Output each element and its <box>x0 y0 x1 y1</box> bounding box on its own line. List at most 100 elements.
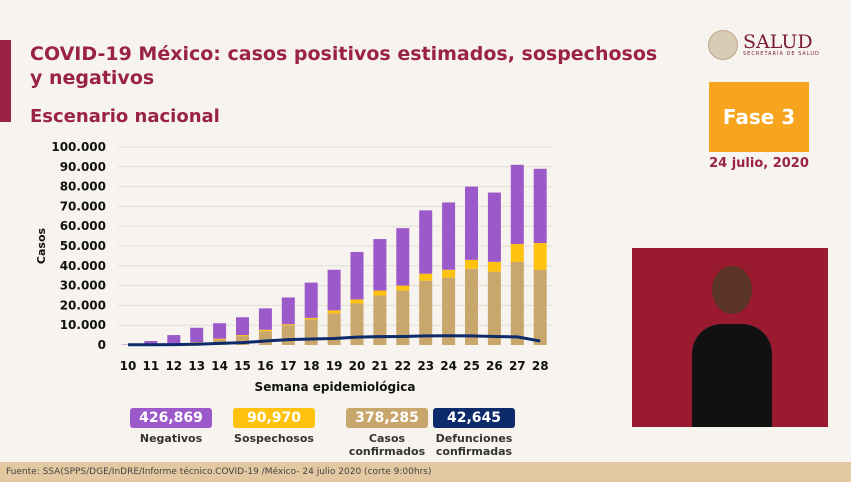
bar-sospechosos <box>465 259 478 269</box>
bar-sospechosos <box>350 299 364 304</box>
x-tick-label: 12 <box>165 359 182 373</box>
bar-sospechosos <box>419 273 433 281</box>
bar-negativos <box>281 297 295 325</box>
summary-value: 42,645 <box>433 408 515 428</box>
x-tick-label: 24 <box>440 359 457 373</box>
y-tick-label: 80.000 <box>60 180 106 194</box>
x-tick-label: 28 <box>532 359 549 373</box>
bar-casos-confirmados <box>419 280 433 345</box>
bar-negativos <box>144 341 158 345</box>
page-subtitle: Escenario nacional <box>30 106 220 127</box>
phase-badge: Fase 3 <box>709 82 809 152</box>
bar-sospechosos <box>533 243 547 270</box>
x-tick-label: 13 <box>188 359 205 373</box>
bar-negativos <box>304 282 318 318</box>
x-tick-label: 15 <box>234 359 251 373</box>
bar-casos-confirmados <box>281 325 295 345</box>
interpreter <box>692 266 772 427</box>
bar-negativos <box>396 228 410 286</box>
bar-negativos <box>350 251 364 300</box>
logo-text: SALUD <box>743 31 813 53</box>
bar-sospechosos <box>487 261 501 272</box>
line-defunciones <box>128 334 541 347</box>
bar-casos-confirmados <box>373 295 387 345</box>
bar-casos-confirmados <box>533 269 547 345</box>
bar-negativos <box>327 269 341 311</box>
bar-casos-confirmados <box>442 277 456 345</box>
bar-casos-confirmados <box>327 313 341 345</box>
stacked-bar-chart: 0 10.000 20.000 30.000 40.000 50.000 60.000 70.… <box>35 140 552 394</box>
bar-sospechosos <box>373 290 387 296</box>
bar-negativos <box>533 168 547 244</box>
y-tick-label: 10.000 <box>60 318 106 332</box>
bar-casos-confirmados <box>304 319 318 345</box>
bar-sospechosos <box>281 324 295 326</box>
bar-negativos <box>487 192 501 262</box>
bar-negativos <box>373 239 387 291</box>
seal-icon <box>708 30 738 60</box>
x-tick-label: 21 <box>372 359 389 373</box>
bar-casos-confirmados <box>350 303 364 345</box>
summary-label: Negativos <box>139 432 203 445</box>
bar-sospechosos <box>396 285 410 291</box>
x-tick-label: 18 <box>303 359 320 373</box>
x-tick-label: 23 <box>417 359 434 373</box>
summary-value: 378,285 <box>346 408 428 428</box>
y-tick-label: 90.000 <box>60 160 106 174</box>
x-tick-label: 11 <box>143 359 160 373</box>
y-tick-label: 60.000 <box>60 219 106 233</box>
sign-language-video <box>632 248 828 427</box>
bar-negativos <box>465 186 478 260</box>
bar-negativos <box>236 317 249 336</box>
bar-sospechosos <box>258 329 272 332</box>
bar-negativos <box>167 335 181 344</box>
y-tick-label: 50.000 <box>60 239 106 253</box>
bar-casos-confirmados <box>510 261 524 345</box>
bar-sospechosos <box>213 338 227 340</box>
y-tick-label: 30.000 <box>60 279 106 293</box>
bar-negativos <box>190 327 204 343</box>
bar-sospechosos <box>510 244 524 262</box>
accent-bar <box>0 40 11 122</box>
bar-casos-confirmados <box>396 290 410 345</box>
x-tick-label: 10 <box>120 359 137 373</box>
x-tick-label: 14 <box>211 359 228 373</box>
bar-negativos <box>213 323 227 339</box>
bar-casos-confirmados <box>236 336 249 345</box>
x-tick-label: 26 <box>486 359 503 373</box>
bar-negativos <box>442 202 456 270</box>
logo-tagline: SECRETARÍA DE SALUD <box>743 51 820 57</box>
x-axis-label: Semana epidemiológica <box>255 380 416 394</box>
y-tick-label: 20.000 <box>60 298 106 312</box>
y-tick-label: 0 <box>98 338 106 352</box>
y-axis-label: Casos <box>35 227 48 264</box>
bar-sospechosos <box>236 335 249 337</box>
summary-value: 426,869 <box>130 408 212 428</box>
source-footer: Fuente: SSA(SPPS/DGE/InDRE/Informe técni… <box>0 462 851 482</box>
phase-date: 24 julio, 2020 <box>709 156 809 171</box>
x-tick-label: 20 <box>349 359 366 373</box>
bar-sospechosos <box>304 317 318 320</box>
x-tick-label: 22 <box>394 359 411 373</box>
bar-sospechosos <box>327 310 341 314</box>
x-tick-label: 16 <box>257 359 274 373</box>
bar-sospechosos <box>442 269 456 278</box>
salud-logo: SALUD SECRETARÍA DE SALUD <box>708 30 820 60</box>
y-tick-label: 100.000 <box>51 140 106 154</box>
x-tick-label: 19 <box>326 359 343 373</box>
x-tick-label: 27 <box>509 359 526 373</box>
bar-casos-confirmados <box>258 331 272 345</box>
summary-label: Defunciones confirmadas <box>435 432 513 458</box>
bar-casos-confirmados <box>465 268 478 345</box>
bar-negativos <box>510 164 524 245</box>
bar-negativos <box>258 308 272 330</box>
summary-label: Casos confirmados <box>348 432 426 458</box>
bar-negativos <box>419 210 433 274</box>
x-tick-label: 25 <box>463 359 480 373</box>
x-tick-label: 17 <box>280 359 297 373</box>
summary-label: Sospechosos <box>234 432 314 445</box>
y-tick-label: 70.000 <box>60 199 106 213</box>
page-title: COVID-19 México: casos positivos estimad… <box>30 43 658 89</box>
summary-value: 90,970 <box>233 408 315 428</box>
y-tick-label: 40.000 <box>60 259 106 273</box>
